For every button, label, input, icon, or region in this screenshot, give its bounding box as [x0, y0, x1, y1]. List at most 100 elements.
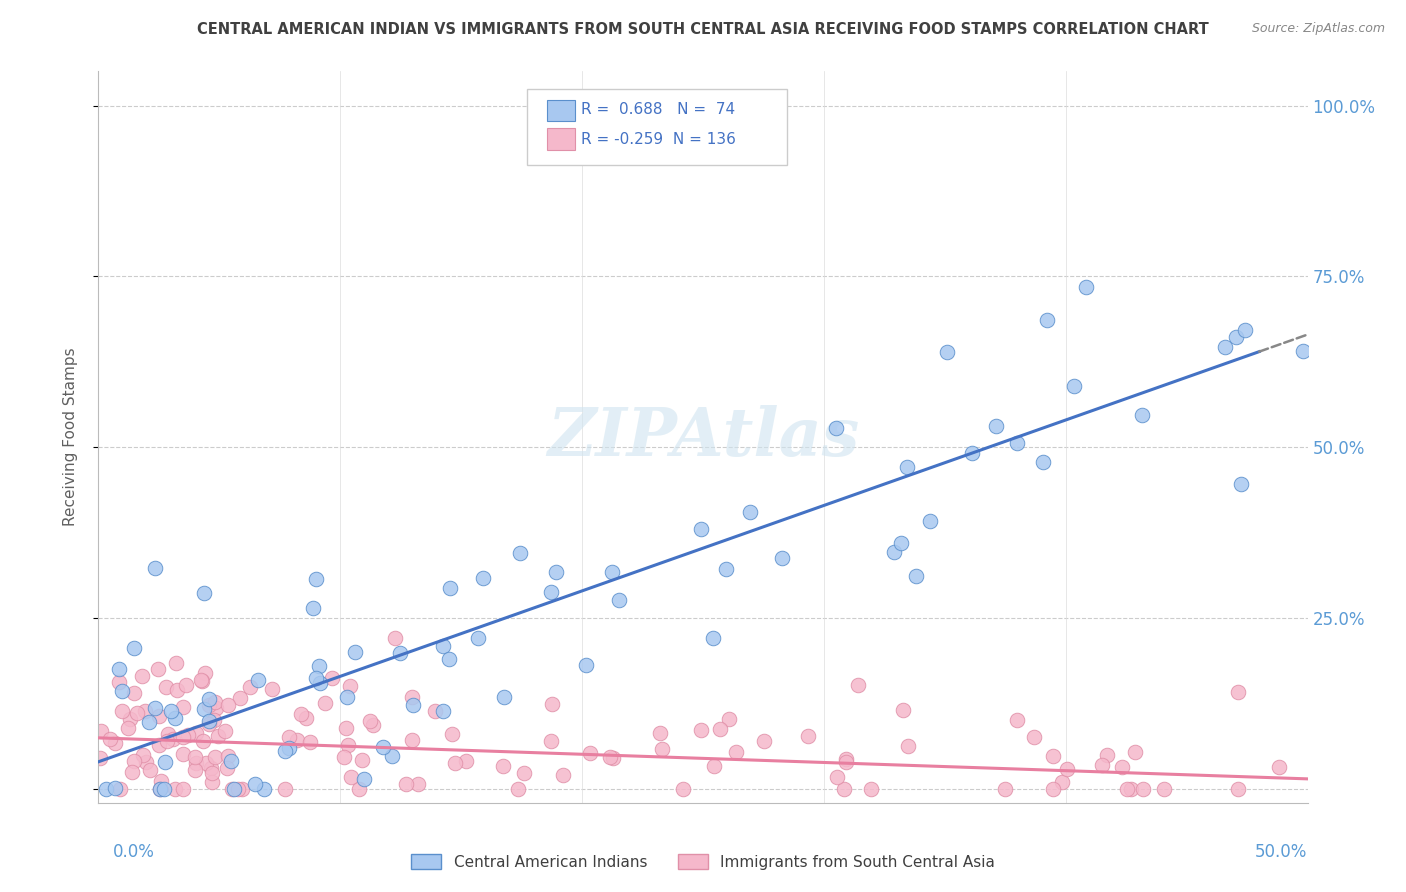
- Point: [163, 782, 186, 797]
- Point: [172, 699, 194, 714]
- Point: [389, 646, 412, 660]
- Point: [148, 739, 170, 753]
- Point: [1229, 476, 1251, 491]
- Point: [406, 777, 429, 791]
- Point: [439, 581, 461, 595]
- Point: [1213, 340, 1236, 354]
- Point: [302, 600, 325, 615]
- Point: [321, 672, 343, 686]
- Point: [423, 704, 446, 718]
- Point: [153, 782, 176, 797]
- Point: [122, 640, 145, 655]
- Point: [90, 723, 112, 738]
- Point: [883, 545, 905, 559]
- Point: [825, 771, 848, 785]
- Point: [274, 744, 297, 758]
- Point: [832, 782, 855, 797]
- Point: [149, 782, 172, 797]
- Point: [214, 723, 236, 738]
- Point: [131, 668, 153, 682]
- Point: [193, 586, 215, 600]
- Point: [336, 690, 359, 704]
- Point: [714, 562, 737, 576]
- Point: [186, 726, 208, 740]
- Point: [702, 632, 724, 646]
- Point: [172, 747, 194, 762]
- Point: [186, 756, 208, 771]
- Point: [295, 711, 318, 725]
- Point: [125, 706, 148, 720]
- Point: [197, 714, 219, 729]
- Point: [202, 713, 225, 727]
- Point: [1119, 782, 1142, 797]
- Point: [190, 674, 212, 689]
- Point: [335, 721, 357, 735]
- Point: [243, 777, 266, 791]
- Text: R = -0.259  N = 136: R = -0.259 N = 136: [581, 132, 735, 146]
- Point: [770, 551, 793, 566]
- Point: [156, 733, 179, 747]
- Point: [717, 713, 740, 727]
- Point: [308, 659, 330, 673]
- Point: [260, 681, 283, 696]
- Point: [1292, 344, 1315, 359]
- Point: [651, 742, 673, 756]
- Point: [149, 782, 172, 797]
- Point: [117, 722, 139, 736]
- Point: [432, 639, 454, 653]
- Point: [339, 770, 361, 784]
- Point: [135, 755, 157, 769]
- Point: [89, 751, 111, 765]
- Point: [725, 745, 748, 759]
- Point: [217, 749, 239, 764]
- Point: [1097, 748, 1119, 763]
- Point: [274, 782, 297, 797]
- Point: [796, 729, 818, 743]
- Point: [506, 782, 529, 797]
- Point: [201, 775, 224, 789]
- Point: [98, 731, 121, 746]
- Point: [344, 644, 367, 658]
- Point: [108, 675, 131, 690]
- Point: [579, 746, 602, 760]
- Point: [935, 344, 957, 359]
- Point: [315, 696, 337, 710]
- Point: [215, 760, 238, 774]
- Point: [304, 671, 326, 685]
- Point: [347, 782, 370, 797]
- Point: [290, 707, 312, 722]
- Point: [166, 683, 188, 698]
- Point: [204, 695, 226, 709]
- Point: [1005, 436, 1028, 450]
- Point: [195, 756, 218, 770]
- Y-axis label: Receiving Food Stamps: Receiving Food Stamps: [63, 348, 77, 526]
- Point: [1035, 313, 1057, 327]
- Point: [104, 736, 127, 750]
- Point: [120, 712, 142, 726]
- Point: [198, 698, 221, 712]
- Point: [121, 765, 143, 780]
- Point: [384, 631, 406, 645]
- Point: [472, 570, 495, 584]
- Point: [221, 754, 243, 768]
- Point: [1091, 757, 1114, 772]
- Point: [835, 751, 858, 765]
- Point: [336, 738, 359, 752]
- Point: [198, 717, 221, 731]
- Point: [1267, 760, 1289, 774]
- Point: [200, 761, 222, 775]
- Point: [352, 753, 374, 767]
- Point: [960, 446, 983, 460]
- Point: [540, 734, 562, 748]
- Point: [150, 774, 173, 789]
- Point: [740, 506, 762, 520]
- Point: [139, 763, 162, 777]
- Point: [1074, 280, 1097, 294]
- Point: [201, 766, 224, 780]
- Point: [1226, 782, 1249, 797]
- Point: [984, 418, 1007, 433]
- Point: [1050, 775, 1073, 789]
- Point: [703, 758, 725, 772]
- Point: [143, 701, 166, 715]
- Point: [1153, 782, 1175, 797]
